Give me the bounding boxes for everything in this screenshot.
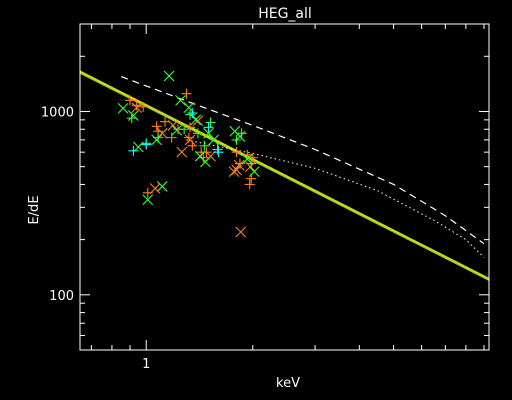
data-point-orange-cross	[233, 159, 245, 171]
x-axis-label: keV	[276, 376, 300, 391]
data-point-cyan-plus	[187, 108, 198, 119]
chart-title: HEG_all	[258, 6, 312, 22]
data-point-cyan-plus	[213, 147, 224, 158]
data-point-orange-plus	[244, 179, 255, 190]
data-point-orange-plus	[198, 152, 209, 163]
data-point-orange-cross	[149, 183, 161, 194]
data-points	[117, 70, 260, 238]
data-point-orange-plus	[242, 149, 253, 160]
data-point-orange-plus	[183, 132, 194, 143]
data-point-green-plus	[126, 113, 137, 124]
data-point-orange-cross	[192, 115, 204, 127]
data-point-orange-plus	[160, 116, 171, 127]
data-point-green-cross	[117, 102, 129, 114]
data-point-green-plus	[212, 144, 223, 155]
data-point-orange-plus	[181, 88, 192, 99]
data-point-orange-cross	[156, 127, 168, 139]
axes: 1 100 1000	[41, 23, 490, 372]
data-point-green-cross	[156, 181, 168, 192]
data-point-green-plus	[246, 158, 257, 169]
data-point-green-plus	[185, 109, 196, 120]
data-point-orange-cross	[235, 226, 247, 238]
data-point-cyan-plus	[128, 145, 139, 156]
data-point-orange-cross	[184, 134, 196, 146]
reference-line-dashed	[120, 76, 485, 245]
data-point-green-plus	[153, 132, 164, 143]
y-axis-label: E/dE	[27, 195, 42, 224]
data-point-green-cross	[151, 134, 163, 146]
data-point-green-plus	[236, 128, 247, 139]
model-line-green	[80, 72, 489, 281]
data-point-green-plus	[192, 128, 203, 139]
y-tick-label: 100	[49, 289, 74, 304]
data-point-orange-plus	[201, 147, 212, 158]
data-point-green-cross	[171, 124, 183, 136]
data-point-orange-plus	[187, 140, 198, 151]
data-point-green-plus	[179, 124, 190, 135]
data-point-green-plus	[231, 134, 242, 145]
data-point-orange-plus	[185, 122, 196, 133]
x-tick-label: 1	[142, 357, 150, 372]
data-point-green-cross	[175, 94, 186, 106]
data-point-cyan-plus	[203, 122, 214, 133]
data-point-green-cross	[163, 70, 175, 82]
data-point-orange-plus	[231, 147, 242, 158]
data-point-green-cross	[241, 153, 253, 165]
y-tick-label: 1000	[41, 105, 74, 120]
data-point-orange-plus	[142, 187, 153, 198]
data-point-orange-plus	[166, 132, 177, 143]
data-point-green-cross	[128, 110, 139, 121]
data-point-green-cross	[203, 127, 214, 139]
data-point-green-cross	[208, 134, 219, 146]
data-point-orange-cross	[228, 166, 240, 177]
data-point-cyan-plus	[141, 139, 152, 150]
data-point-orange-plus	[138, 101, 149, 112]
data-point-orange-plus	[125, 95, 136, 106]
data-point-green-plus	[199, 140, 210, 151]
data-point-green-plus	[205, 117, 216, 128]
data-point-orange-cross	[176, 146, 188, 158]
data-point-green-cross	[142, 194, 154, 206]
model-line-yellow	[80, 70, 489, 280]
plot-frame	[79, 23, 490, 351]
data-point-orange-plus	[131, 100, 142, 111]
data-point-green-cross	[200, 156, 211, 168]
data-point-orange-plus	[151, 121, 162, 132]
